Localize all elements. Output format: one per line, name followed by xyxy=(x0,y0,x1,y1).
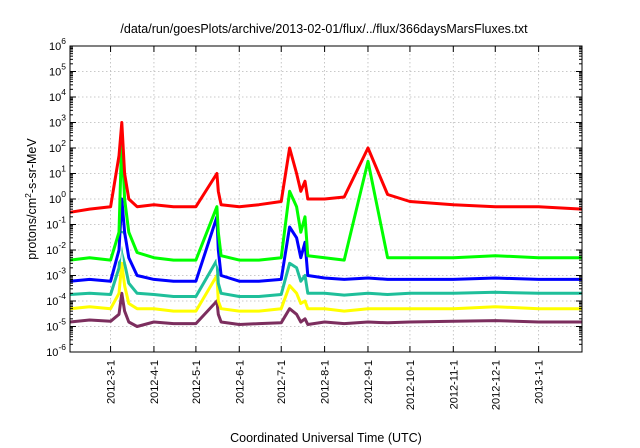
series-line-1 xyxy=(69,291,582,328)
y-tick-label: 100 xyxy=(49,189,66,206)
x-tick-label: 2012-6-1 xyxy=(234,360,246,404)
y-tick-label: 10-5 xyxy=(46,317,66,334)
ticks xyxy=(70,45,582,353)
y-axis-label-sup: 2 xyxy=(23,193,33,198)
y-axis-label-prefix: protons/cm xyxy=(25,198,39,260)
y-tick-label: 102 xyxy=(49,138,66,155)
y-tick-label: 106 xyxy=(49,36,66,53)
series-line-7 xyxy=(69,121,583,214)
x-tick-label: 2013-1-1 xyxy=(534,360,546,404)
x-axis-label: Coordinated Universal Time (UTC) xyxy=(230,431,422,445)
y-tick-label: 10-6 xyxy=(46,342,66,359)
series-line-3 xyxy=(69,230,582,298)
x-tick-label: 2012-4-1 xyxy=(149,360,161,404)
x-tick-label: 2012-10-1 xyxy=(405,360,417,410)
series-layer xyxy=(69,121,583,328)
x-tick-label: 2012-3-1 xyxy=(106,360,118,404)
y-tick-label: 101 xyxy=(49,164,66,181)
y-tick-label: 10-4 xyxy=(46,291,66,308)
series-line-2 xyxy=(69,261,582,313)
x-tick-label: 2012-5-1 xyxy=(191,360,203,404)
chart-title: /data/run/goesPlots/archive/2013-02-01/f… xyxy=(120,22,528,36)
y-tick-label: 104 xyxy=(49,87,66,104)
y-tick-label: 10-1 xyxy=(46,215,66,232)
grid xyxy=(70,46,582,352)
y-axis-label: protons/cm2-s-sr-MeV xyxy=(23,138,39,260)
x-tick-labels: 2012-3-1 2012-4-1 2012-5-1 2012-6-1 2012-7-1… xyxy=(106,360,546,410)
x-tick-label: 2012-7-1 xyxy=(276,360,288,404)
x-tick-label: 2012-9-1 xyxy=(363,360,375,404)
y-tick-label: 105 xyxy=(49,62,66,79)
x-tick-label: 2012-11-1 xyxy=(448,360,460,409)
y-tick-label: 10-3 xyxy=(46,266,66,283)
y-axis-label-suffix: -s-sr-MeV xyxy=(25,138,39,194)
x-tick-label: 2012-8-1 xyxy=(320,360,332,404)
x-tick-label: 2012-12-1 xyxy=(490,360,502,410)
y-tick-label: 10-2 xyxy=(46,240,66,257)
series-line-6 xyxy=(69,134,582,262)
series-line-4 xyxy=(69,233,582,275)
y-tick-label: 103 xyxy=(49,113,66,130)
y-tick-labels: 10-6 10-5 10-4 10-3 10-2 10-1 100 101 102 103 104 1… xyxy=(46,36,66,359)
series-line-5 xyxy=(69,197,582,283)
